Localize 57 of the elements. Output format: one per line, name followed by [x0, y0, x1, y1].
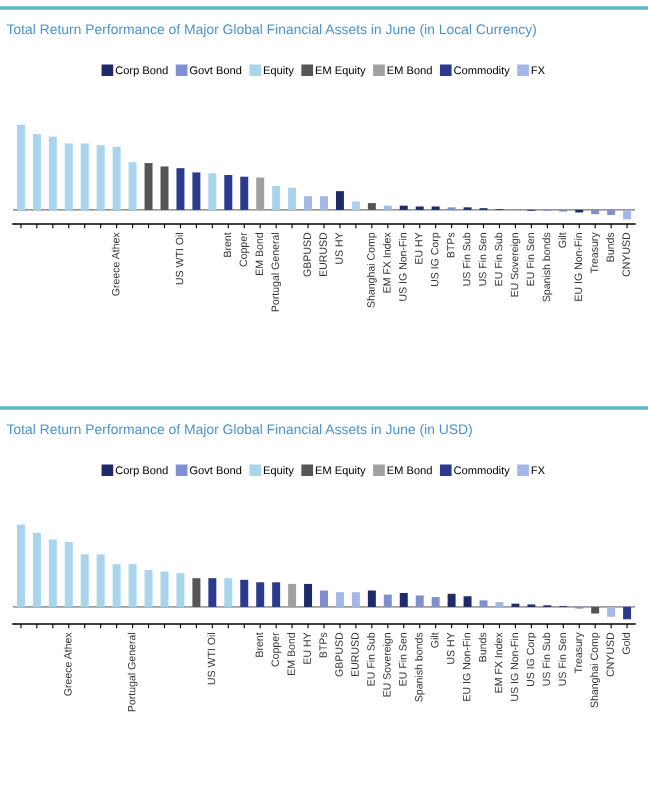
bar: [399, 592, 408, 607]
bar: [415, 595, 424, 607]
bar: [607, 606, 616, 617]
bar: [623, 209, 632, 220]
bar: [351, 201, 360, 210]
bar: [240, 579, 249, 607]
bar: [591, 606, 600, 614]
bar: [208, 578, 217, 607]
bar: [64, 143, 73, 210]
bar: [256, 582, 265, 607]
bar: [16, 524, 25, 607]
bar: [80, 143, 89, 210]
bar: [367, 203, 376, 210]
bar: [32, 532, 41, 607]
bar: [48, 539, 57, 607]
bar: [320, 590, 328, 607]
bar: [479, 600, 488, 607]
bar: [208, 173, 217, 210]
bar: [272, 186, 281, 210]
bar: [192, 578, 201, 607]
bar: [96, 554, 105, 607]
bar: [240, 176, 249, 210]
bar: [447, 593, 456, 607]
bar: [176, 573, 185, 607]
bar: [128, 162, 137, 210]
bar: [623, 606, 632, 620]
bar: [32, 134, 41, 210]
bar: [272, 582, 281, 607]
bar: [96, 145, 105, 210]
bar: [351, 592, 360, 607]
bar: [176, 168, 185, 210]
bar: [607, 209, 616, 216]
bar: [224, 174, 233, 210]
bar: [80, 554, 89, 607]
bar: [320, 196, 328, 210]
bar: [48, 136, 57, 210]
bar: [144, 163, 153, 210]
bar: [288, 187, 297, 210]
bar: [304, 583, 313, 607]
bar: [431, 597, 440, 607]
bar: [112, 564, 121, 607]
bar: [383, 594, 392, 607]
bar: [128, 564, 137, 607]
bar: [112, 146, 121, 210]
bar: [144, 569, 153, 607]
bar: [591, 209, 600, 215]
bar: [256, 177, 265, 210]
bar: [192, 172, 201, 210]
bar: [335, 592, 344, 607]
bar: [335, 191, 344, 210]
bar: [64, 541, 73, 607]
bar: [463, 596, 472, 607]
bar: [224, 578, 233, 607]
bar: [304, 196, 313, 210]
bar: [367, 590, 376, 607]
bar: [16, 124, 25, 210]
bar: [288, 583, 297, 607]
